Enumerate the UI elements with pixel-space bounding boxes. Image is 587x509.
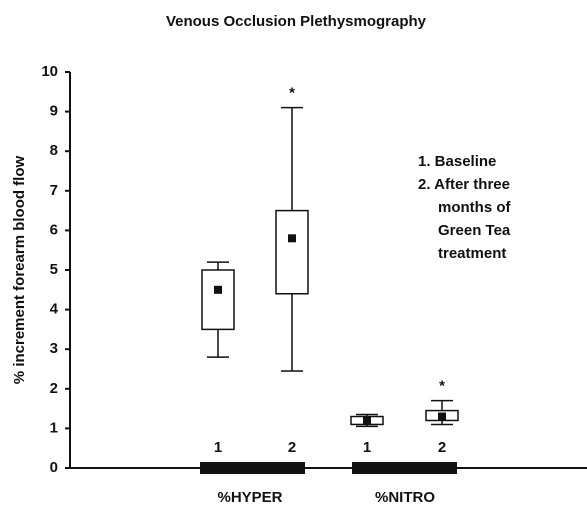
y-tick-label: 8 (50, 142, 58, 159)
y-tick-label: 1 (50, 419, 58, 436)
y-tick-label: 4 (50, 301, 59, 318)
legend-text: 1. Baseline (418, 153, 496, 170)
group-label: %HYPER (217, 489, 282, 506)
y-tick-label: 3 (50, 340, 58, 357)
legend-text: Green Tea (438, 222, 511, 239)
legend-text: 2. After three (418, 176, 510, 193)
legend-text: treatment (438, 245, 506, 262)
box (275, 209, 309, 295)
mean-marker (438, 412, 446, 421)
y-tick-label: 2 (50, 380, 58, 397)
group-label: %NITRO (375, 489, 435, 506)
y-tick-label: 7 (50, 182, 58, 199)
y-tick-label: 9 (50, 103, 58, 120)
y-axis-label: % increment forearm blood flow (11, 155, 28, 384)
box-label: 1 (363, 439, 371, 456)
mean-marker (214, 285, 222, 294)
y-tick-label: 6 (50, 221, 58, 238)
box-label: 2 (288, 439, 296, 456)
box-label: 2 (438, 439, 446, 456)
chart-title: Venous Occlusion Plethysmography (166, 13, 427, 30)
group-bar (352, 462, 457, 474)
y-tick-label: 0 (50, 459, 58, 476)
annotation: * (439, 378, 445, 395)
box (201, 269, 235, 331)
legend-text: months of (438, 199, 511, 216)
y-tick-label: 10 (41, 63, 58, 80)
mean-marker (288, 234, 296, 243)
group-bar (200, 462, 305, 474)
mean-marker (363, 416, 371, 425)
box-label: 1 (214, 439, 222, 456)
y-tick-label: 5 (50, 261, 58, 278)
annotation: * (289, 85, 295, 102)
